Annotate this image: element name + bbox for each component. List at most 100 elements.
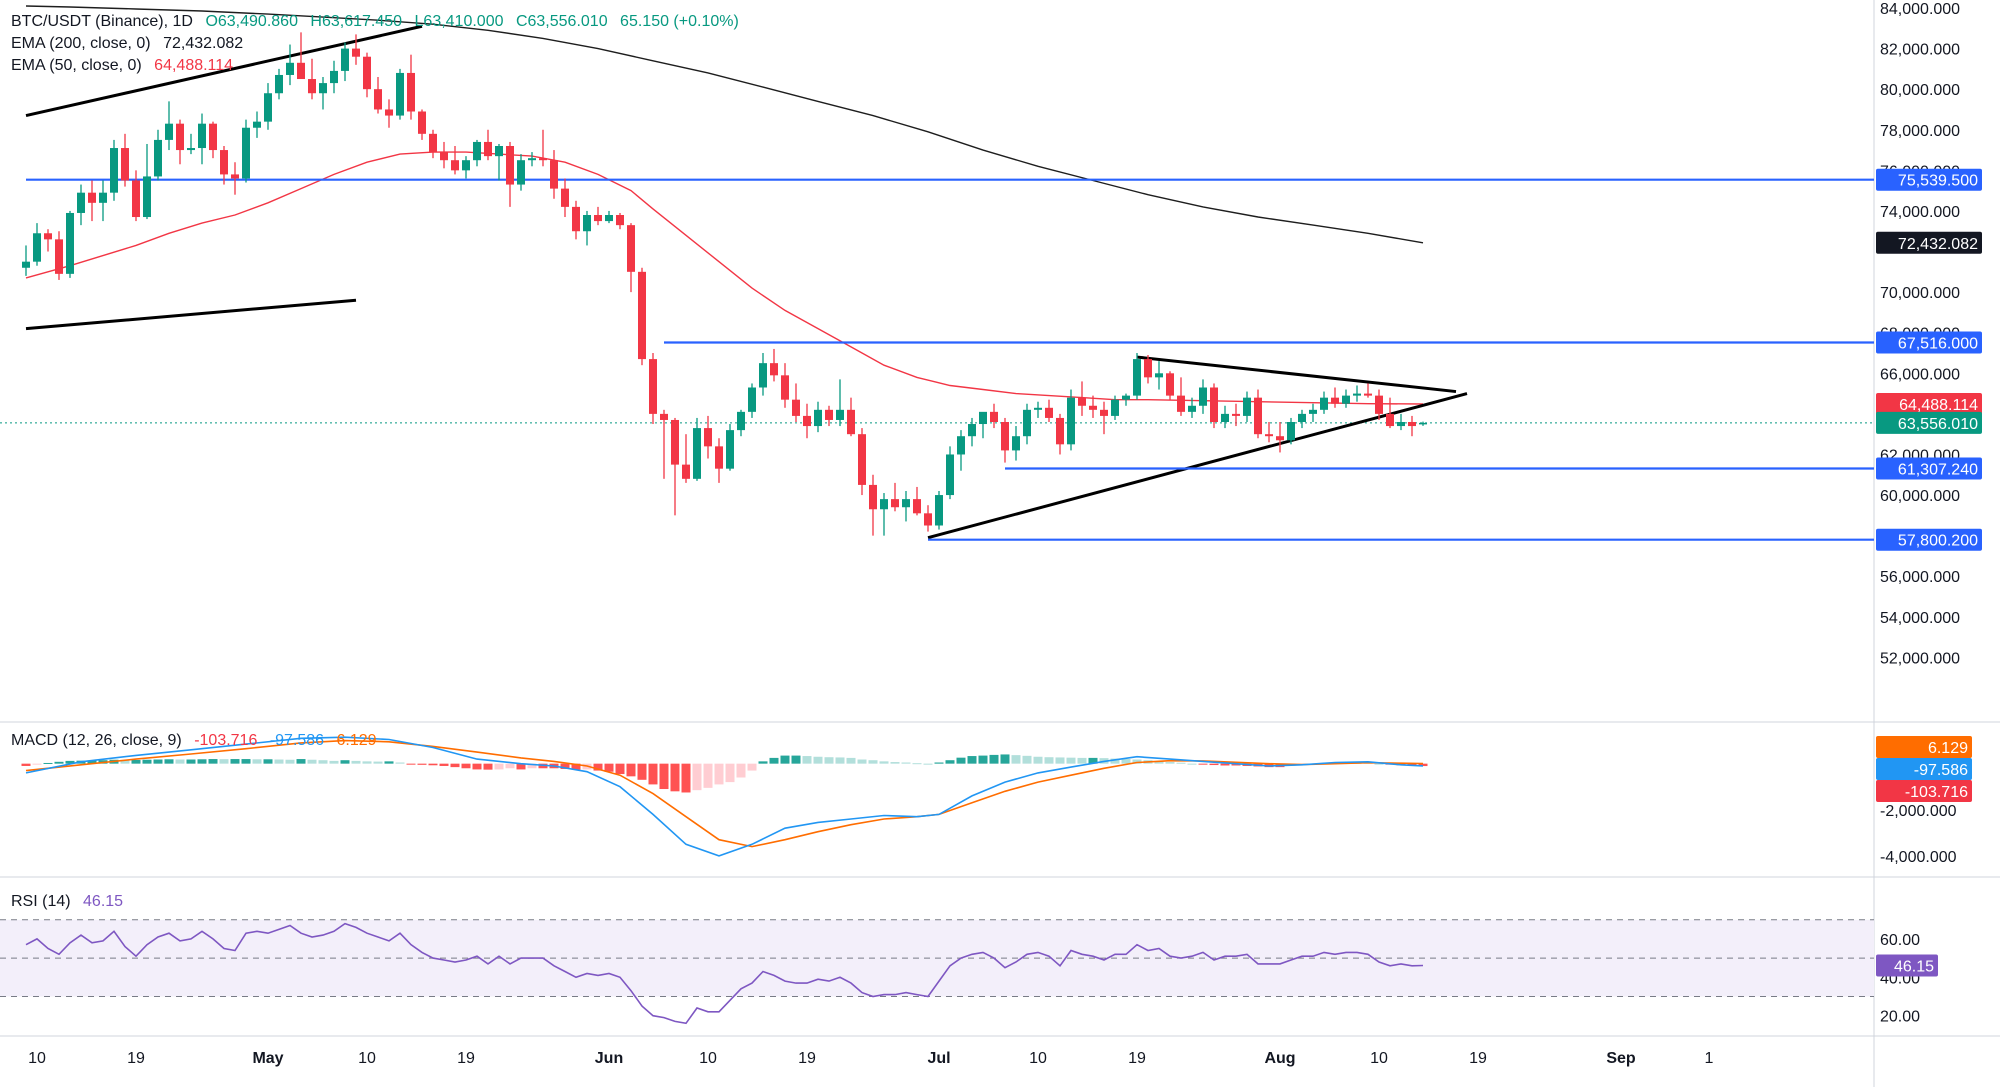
signal-value-label-box — [1876, 736, 1972, 758]
macd-histogram-bar — [890, 762, 900, 764]
svg-text:EMA (200, close, 0) 72: EMA (200, close, 0) 72,432.082 — [11, 35, 243, 52]
candle — [1100, 401, 1108, 435]
svg-text:BTC/USDT (Binance), 1D: BTC/USDT (Binance), 1D O63,490.860 H63,6… — [11, 13, 739, 30]
candle-body — [1419, 422, 1427, 425]
candle — [715, 438, 723, 483]
close-value-label-text: 63,556.010 — [1898, 416, 1978, 433]
macd-histogram-bar — [241, 759, 251, 764]
candle — [209, 121, 217, 159]
candle-body — [385, 109, 393, 116]
candle-body — [308, 79, 316, 94]
time-tick-label: Jun — [595, 1050, 623, 1067]
candle — [330, 60, 338, 94]
macd-histogram-bar — [186, 759, 196, 764]
price-tick-label: 84,000.000 — [1880, 1, 1960, 18]
macd-histogram-bar — [483, 763, 493, 770]
candle-body — [605, 215, 613, 222]
rsi-value-label-box — [1876, 954, 1938, 977]
candle-body — [121, 148, 129, 181]
candle — [99, 180, 107, 222]
candle — [649, 353, 657, 425]
macd-histogram-bar — [43, 762, 53, 764]
macd-histogram-bar — [1077, 757, 1087, 764]
macd-histogram-bar — [945, 760, 955, 764]
candle — [1155, 361, 1163, 390]
candles — [22, 32, 1427, 536]
candle — [1056, 413, 1064, 455]
ema50-value-label-box — [1876, 392, 1982, 415]
legend-rsi-title: RSI (14) — [11, 893, 71, 910]
candle-body — [693, 428, 701, 479]
candle — [748, 383, 756, 418]
candle — [396, 68, 404, 120]
close-value-label-box — [1876, 411, 1982, 434]
candle — [1254, 389, 1262, 439]
macd-histogram-bar — [472, 763, 482, 770]
candle — [979, 411, 987, 439]
candle-body — [1056, 417, 1064, 445]
candle-body — [231, 174, 239, 179]
legend-open: O63,490.860 — [205, 13, 298, 30]
candle-body — [88, 192, 96, 203]
level-value-label: 57,800.200 — [1876, 528, 1982, 551]
candle-body — [1254, 397, 1262, 435]
macd-histogram-bar — [230, 759, 240, 764]
candle — [1122, 393, 1130, 406]
candle — [440, 141, 448, 169]
candle-body — [374, 89, 382, 110]
ema50-value-label-text: 64,488.114 — [1899, 397, 1978, 414]
horizontal-levels — [26, 178, 1874, 541]
time-axis[interactable]: 10 19 May 10 19 Jun 10 19 Jul 10 19 Aug 10 19 Sep 1 — [28, 1050, 1713, 1067]
candle-body — [616, 215, 624, 226]
macd-histogram-bar — [340, 760, 350, 764]
macd-histogram-bar — [714, 763, 724, 785]
candle-body — [627, 225, 635, 272]
histogram-value-label: -103.716 — [1876, 780, 1972, 802]
macd-histogram-bar — [560, 763, 570, 769]
candle — [935, 491, 943, 530]
candle — [1375, 389, 1383, 420]
candle-body — [198, 123, 206, 149]
candle — [22, 245, 30, 276]
candle-body — [253, 121, 261, 128]
candle — [1210, 383, 1218, 429]
candle — [1221, 405, 1229, 429]
candle — [1342, 389, 1350, 408]
candle — [77, 184, 85, 226]
time-tick-label: 19 — [457, 1050, 475, 1067]
macd-histogram-bar — [1198, 763, 1208, 765]
candle-body — [858, 434, 866, 485]
candle-body — [286, 62, 294, 75]
candle — [220, 146, 228, 185]
candle — [407, 54, 415, 120]
macd-histogram-bar — [285, 759, 295, 764]
macd-histogram-bar — [1066, 757, 1076, 764]
candle-body — [1298, 413, 1306, 422]
legend-signal-value: 6.129 — [337, 732, 377, 749]
candle — [198, 113, 206, 165]
candle-body — [836, 409, 844, 420]
candle-body — [682, 464, 690, 479]
level-value-label: 67,516.000 — [1876, 331, 1982, 354]
macd-histogram-bar — [318, 760, 328, 764]
level-value-label-box — [1876, 528, 1982, 551]
macd-histogram-bar — [824, 757, 834, 764]
candle-body — [1001, 422, 1009, 451]
macd-histogram-bar — [1121, 759, 1131, 764]
candle — [1067, 389, 1075, 451]
macd-histogram-bar — [516, 763, 526, 770]
candle — [902, 491, 910, 522]
candle — [110, 139, 118, 201]
macd-histogram-bar — [725, 763, 735, 783]
macd-histogram-bar — [857, 759, 867, 764]
macd-histogram-bar — [648, 763, 658, 785]
indicator-lines — [0, 5, 1874, 1025]
candle — [1166, 371, 1174, 400]
candle-body — [242, 127, 250, 179]
candle — [1353, 385, 1361, 402]
candle-body — [1034, 407, 1042, 410]
macd-histogram-bar — [1011, 755, 1021, 764]
